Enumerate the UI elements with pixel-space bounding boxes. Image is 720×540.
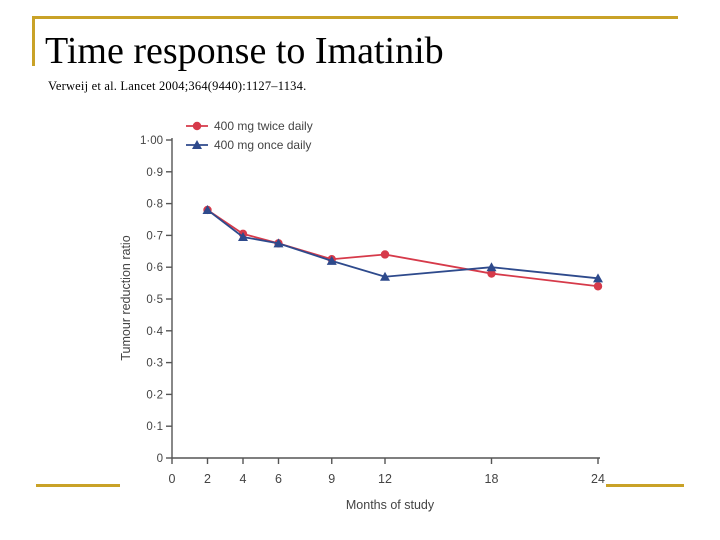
y-tick-label: 0·6 (146, 262, 163, 274)
citation: Verweij et al. Lancet 2004;364(9440):112… (48, 79, 307, 93)
y-tick-label: 0·1 (146, 421, 163, 433)
frame-top-rule (32, 16, 678, 19)
x-tick-label: 6 (275, 472, 282, 486)
x-tick-label: 0 (169, 472, 176, 486)
data-point (273, 238, 284, 248)
x-tick-label: 24 (591, 472, 605, 486)
x-tick-label: 2 (204, 472, 211, 486)
y-tick-label: 0·2 (146, 389, 163, 401)
legend-item: 400 mg once daily (186, 138, 311, 152)
y-tick-label: 0·8 (146, 199, 163, 211)
y-tick-label: 0·7 (146, 230, 163, 242)
series-line (206, 209, 599, 280)
data-point (202, 204, 213, 214)
frame-left-rule (32, 16, 35, 66)
frame-bottom-right-rule (606, 484, 684, 487)
legend-marker (192, 121, 202, 131)
y-tick-label: 0·4 (146, 326, 163, 338)
y-tick-label: 0 (157, 453, 163, 465)
chart-series (202, 204, 603, 291)
chart-axes: 00·10·20·30·40·50·60·70·80·91·000 2 4 6 9 12 1… (140, 135, 605, 486)
y-tick-label: 0·9 (146, 167, 163, 179)
x-tick-label: 9 (328, 472, 335, 486)
data-point (326, 255, 337, 265)
y-tick-label: 0·3 (146, 358, 163, 370)
legend-marker (192, 140, 202, 149)
x-tick-label: 4 (240, 472, 247, 486)
series-2 (202, 204, 603, 283)
legend-label: 400 mg twice daily (214, 119, 313, 133)
x-tick-label: 12 (378, 472, 392, 486)
data-point (487, 269, 496, 278)
legend-item: 400 mg twice daily (186, 119, 313, 133)
series-1 (203, 205, 603, 291)
data-point (593, 273, 603, 283)
chart-legend: 400 mg twice daily 400 mg once daily (186, 119, 313, 152)
x-tick-label: 18 (485, 472, 499, 486)
y-tick-label: 0·5 (146, 294, 163, 306)
frame-bottom-left-rule (36, 484, 120, 487)
data-point (380, 250, 390, 259)
data-point (238, 231, 248, 241)
data-point (380, 271, 390, 281)
legend-label: 400 mg once daily (214, 138, 311, 152)
data-point (593, 282, 603, 291)
x-axis-label: Months of study (346, 498, 435, 512)
data-point (486, 262, 497, 272)
y-tick-label: 1·00 (140, 135, 163, 147)
y-axis-label: Tumour reduction ratio (119, 235, 133, 360)
slide-title: Time response to Imatinib (45, 30, 444, 72)
